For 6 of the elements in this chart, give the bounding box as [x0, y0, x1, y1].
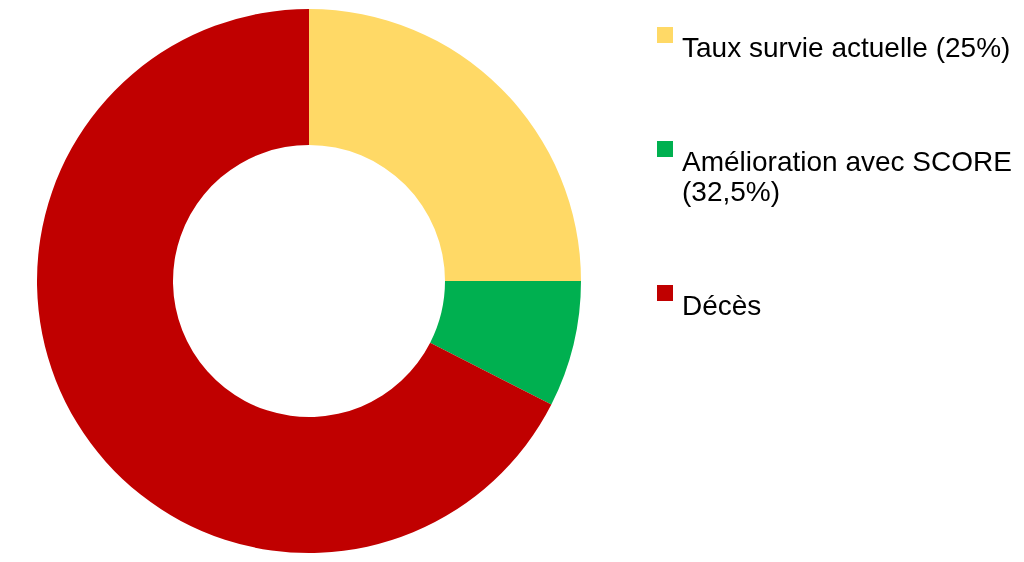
donut-slice: [430, 281, 581, 405]
legend-label: Taux survie actuelle (25%): [682, 32, 1011, 63]
donut-slice: [37, 9, 552, 553]
legend-label: Amélioration avec SCORE (32,5%): [682, 146, 1012, 207]
donut-slice: [309, 9, 581, 281]
legend-label: Décès: [682, 290, 762, 321]
